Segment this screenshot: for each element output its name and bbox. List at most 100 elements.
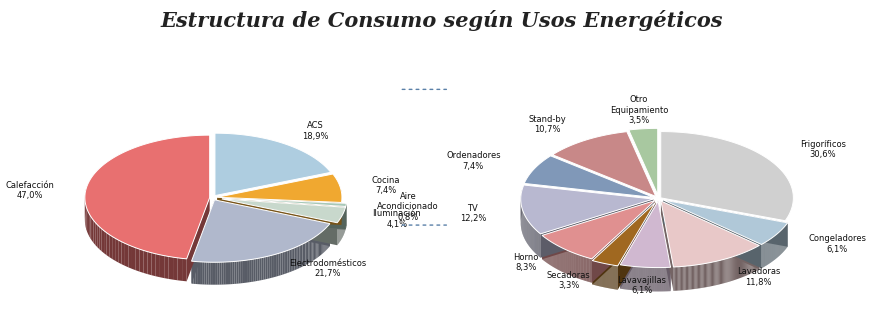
- Polygon shape: [309, 239, 311, 262]
- Polygon shape: [92, 218, 94, 243]
- Polygon shape: [726, 259, 727, 283]
- Polygon shape: [705, 263, 706, 287]
- Polygon shape: [727, 258, 728, 283]
- Polygon shape: [690, 265, 692, 290]
- Polygon shape: [676, 267, 677, 291]
- Polygon shape: [99, 227, 102, 251]
- Polygon shape: [222, 262, 224, 285]
- Polygon shape: [289, 249, 291, 272]
- Polygon shape: [748, 251, 749, 275]
- Polygon shape: [187, 198, 210, 281]
- Polygon shape: [711, 262, 712, 286]
- Polygon shape: [222, 199, 337, 245]
- Polygon shape: [87, 209, 88, 234]
- Polygon shape: [696, 265, 697, 289]
- Polygon shape: [524, 156, 654, 198]
- Polygon shape: [282, 252, 284, 275]
- Text: Iluminación
4,1%: Iluminación 4,1%: [372, 210, 421, 229]
- Polygon shape: [706, 263, 707, 287]
- Polygon shape: [674, 267, 676, 291]
- Polygon shape: [198, 262, 200, 284]
- Polygon shape: [265, 257, 267, 279]
- Polygon shape: [629, 128, 658, 195]
- Polygon shape: [722, 260, 723, 284]
- Polygon shape: [686, 266, 687, 290]
- Polygon shape: [275, 254, 277, 277]
- Polygon shape: [327, 226, 328, 249]
- Polygon shape: [160, 255, 164, 278]
- Text: Lavadoras
11,8%: Lavadoras 11,8%: [737, 267, 781, 287]
- Polygon shape: [735, 256, 736, 280]
- Polygon shape: [719, 260, 720, 285]
- Polygon shape: [239, 261, 240, 284]
- Polygon shape: [311, 239, 313, 262]
- Polygon shape: [273, 255, 275, 277]
- Polygon shape: [749, 250, 750, 275]
- Polygon shape: [226, 262, 228, 284]
- Polygon shape: [728, 258, 729, 282]
- Polygon shape: [592, 202, 656, 284]
- Polygon shape: [714, 261, 715, 286]
- Polygon shape: [688, 266, 690, 290]
- Polygon shape: [744, 252, 745, 277]
- Polygon shape: [621, 201, 671, 267]
- Polygon shape: [90, 216, 92, 241]
- Polygon shape: [112, 236, 115, 261]
- Text: Electrodomésticos
21,7%: Electrodomésticos 21,7%: [289, 259, 366, 278]
- Polygon shape: [733, 257, 734, 281]
- Polygon shape: [301, 244, 302, 267]
- Polygon shape: [618, 202, 656, 290]
- Polygon shape: [222, 198, 346, 229]
- Text: Calefacción
47,0%: Calefacción 47,0%: [5, 181, 54, 200]
- Polygon shape: [732, 257, 733, 281]
- Polygon shape: [701, 264, 703, 288]
- Polygon shape: [694, 265, 696, 289]
- Polygon shape: [745, 252, 746, 276]
- Polygon shape: [195, 261, 198, 284]
- Polygon shape: [542, 201, 655, 259]
- Polygon shape: [552, 132, 656, 196]
- Polygon shape: [217, 197, 341, 225]
- Polygon shape: [263, 257, 265, 280]
- Polygon shape: [222, 198, 347, 207]
- Polygon shape: [121, 242, 125, 266]
- Polygon shape: [277, 253, 278, 276]
- Polygon shape: [700, 264, 701, 288]
- Polygon shape: [661, 201, 759, 267]
- Text: TV
12,2%: TV 12,2%: [460, 204, 486, 223]
- Polygon shape: [319, 233, 320, 257]
- Polygon shape: [222, 199, 346, 223]
- Polygon shape: [315, 236, 316, 259]
- Polygon shape: [751, 249, 752, 273]
- Text: Cocina
7,4%: Cocina 7,4%: [371, 176, 400, 195]
- Polygon shape: [316, 235, 317, 259]
- Polygon shape: [692, 265, 693, 289]
- Polygon shape: [151, 253, 156, 276]
- Polygon shape: [215, 133, 331, 196]
- Polygon shape: [683, 266, 684, 290]
- Polygon shape: [217, 174, 342, 203]
- Polygon shape: [243, 260, 245, 283]
- Polygon shape: [255, 259, 257, 281]
- Polygon shape: [739, 254, 740, 278]
- Polygon shape: [747, 251, 748, 275]
- Polygon shape: [253, 259, 255, 282]
- Polygon shape: [304, 243, 306, 266]
- Polygon shape: [202, 262, 204, 285]
- Polygon shape: [687, 266, 688, 290]
- Polygon shape: [713, 262, 714, 286]
- Polygon shape: [234, 261, 237, 284]
- Polygon shape: [660, 131, 793, 221]
- Polygon shape: [294, 247, 296, 270]
- Polygon shape: [720, 260, 721, 284]
- Polygon shape: [230, 261, 232, 284]
- Polygon shape: [232, 261, 234, 284]
- Polygon shape: [684, 266, 686, 290]
- Polygon shape: [302, 243, 304, 266]
- Polygon shape: [215, 200, 330, 246]
- Polygon shape: [663, 200, 788, 247]
- Polygon shape: [270, 256, 271, 278]
- Polygon shape: [148, 252, 151, 275]
- Polygon shape: [752, 249, 753, 273]
- Polygon shape: [621, 201, 658, 289]
